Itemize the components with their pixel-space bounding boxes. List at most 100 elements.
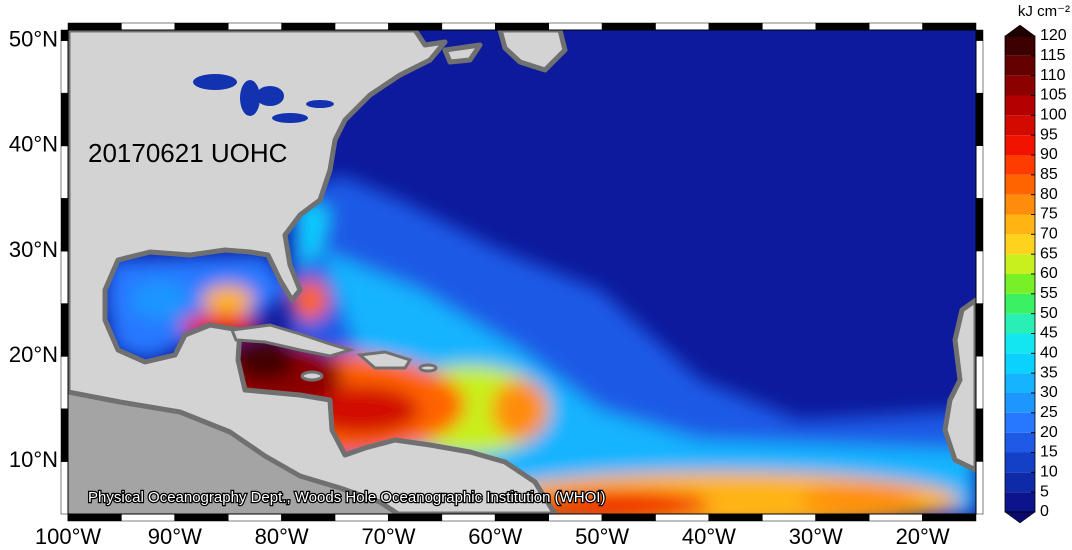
frame-block <box>495 22 549 31</box>
hispaniola <box>356 350 413 370</box>
frame-block <box>60 198 69 252</box>
frame-block <box>67 22 122 31</box>
puerto-rico <box>418 363 438 373</box>
colorbar-tick-label: 70 <box>1040 226 1058 243</box>
frame-block <box>60 145 69 199</box>
frame-block <box>60 303 69 357</box>
colorbar-band <box>1005 194 1035 215</box>
colorbar-tick-label: 120 <box>1040 27 1067 44</box>
colorbar-band <box>1005 452 1035 473</box>
colorbar-tick-label: 10 <box>1040 464 1058 481</box>
jamaica <box>300 370 324 382</box>
x-tick-label: 100°W <box>35 524 102 549</box>
colorbar-tick-label: 20 <box>1040 424 1058 441</box>
frame-block <box>655 513 710 522</box>
colorbar-tick-label: 75 <box>1040 206 1058 223</box>
pacific-mask <box>68 392 398 514</box>
frame-block <box>975 408 984 462</box>
frame-block <box>60 461 69 515</box>
colorbar-band <box>1005 36 1035 56</box>
nova-scotia <box>442 42 483 65</box>
frame-block <box>922 22 977 31</box>
frame-block <box>495 513 549 522</box>
y-tick-label: 30°N <box>9 237 58 262</box>
frame-block <box>815 513 870 522</box>
x-tick-label: 50°W <box>575 524 629 549</box>
frame-block <box>975 40 984 94</box>
colorbar-band <box>1005 472 1035 493</box>
frame-block <box>708 513 763 522</box>
frame-block <box>388 513 443 522</box>
heat-region <box>130 280 190 320</box>
x-tick-label: 70°W <box>361 524 415 549</box>
frame-block <box>441 22 496 31</box>
frame-block <box>655 22 710 31</box>
frame-block <box>815 22 870 31</box>
frame-block <box>441 513 496 522</box>
frame-block <box>601 22 656 31</box>
colorbar-tick-label: 15 <box>1040 444 1058 461</box>
colorbar-tick-label: 115 <box>1040 47 1066 64</box>
frame-block <box>922 513 977 522</box>
colorbar-tick-label: 80 <box>1040 186 1058 203</box>
frame-block <box>67 513 122 522</box>
colorbar-band <box>1005 293 1035 314</box>
map-title: 20170621 UOHC <box>88 138 287 168</box>
colorbar-band <box>1005 234 1035 255</box>
frame-block <box>975 92 984 146</box>
colorbar-band <box>1005 274 1035 294</box>
heat-field <box>105 175 976 514</box>
frame-block <box>174 22 229 31</box>
heat-region <box>492 380 548 440</box>
axes: 100°W 90°W 80°W 70°W 60°W 50°W 40°W 30°W 20°W 10°… <box>9 26 950 548</box>
frame-block <box>868 513 923 522</box>
colorbar-tick-label: 90 <box>1040 146 1058 163</box>
frame-block <box>548 513 603 522</box>
x-tick-label: 20°W <box>896 524 950 549</box>
colorbar-band <box>1005 353 1035 374</box>
colorbar-tick-label: 5 <box>1040 483 1049 500</box>
frame-block <box>121 513 176 522</box>
frame-block <box>975 29 984 41</box>
frame-block <box>975 355 984 410</box>
colorbar-tick-label: 110 <box>1040 67 1066 84</box>
colorbar-band <box>1005 75 1035 96</box>
heat-region <box>300 200 330 270</box>
colorbar-band <box>1005 115 1035 136</box>
colorbar-band <box>1005 492 1035 512</box>
frame-block <box>60 250 69 304</box>
heat-region <box>530 491 710 514</box>
frame-block <box>975 198 984 252</box>
colorbar-under-arrow <box>1004 511 1036 524</box>
frame-block <box>601 513 656 522</box>
colorbar-band <box>1005 373 1035 393</box>
colorbar-tick-label: 105 <box>1040 87 1067 104</box>
heat-region <box>800 486 920 514</box>
frame-block <box>60 92 69 146</box>
colorbar-band <box>1005 393 1035 413</box>
frame-block <box>227 22 282 31</box>
y-tick-label: 50°N <box>9 26 58 51</box>
y-tick-label: 10°N <box>9 447 58 472</box>
colorbar-band <box>1005 214 1035 235</box>
colorbar-band <box>1005 254 1035 274</box>
colorbar-tick-label: 95 <box>1040 126 1058 143</box>
colorbar-tick-label: 50 <box>1040 305 1058 322</box>
frame-block <box>281 22 336 31</box>
colorbar-band <box>1005 432 1035 453</box>
frame-block <box>388 22 443 31</box>
colorbar-band <box>1005 313 1035 334</box>
map-border <box>67 29 977 515</box>
frame-block <box>60 408 69 462</box>
heat-region <box>235 344 295 380</box>
colorbar: kJ cm⁻² 0 5 10 15 20 25 30 35 40 45 50 55 60 65 70 75 80… <box>1004 3 1070 524</box>
colorbar-tick-label: 45 <box>1040 325 1058 342</box>
x-tick-label: 90°W <box>148 524 202 549</box>
newfoundland <box>497 30 568 73</box>
lake <box>256 86 284 106</box>
frame-block <box>762 22 817 31</box>
colorbar-tick-label: 30 <box>1040 384 1058 401</box>
frame-block <box>975 145 984 199</box>
y-tick-label: 20°N <box>9 342 58 367</box>
